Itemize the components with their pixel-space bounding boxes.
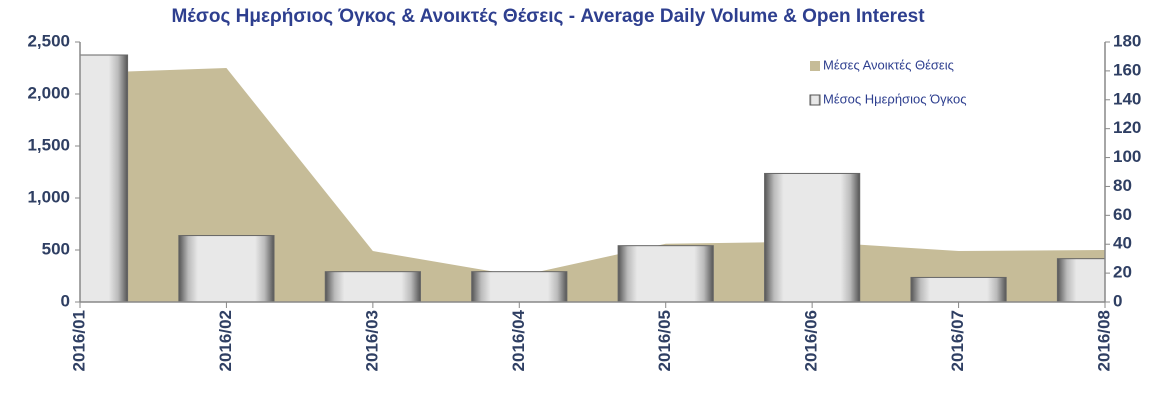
area bbox=[80, 68, 1105, 302]
chart-title: Μέσος Ημερήσιος Όγκος & Ανοικτές Θέσεις … bbox=[171, 6, 925, 27]
y-tick-label: 1,000 bbox=[27, 187, 70, 206]
y-tick-label: 2,000 bbox=[27, 83, 70, 102]
bar bbox=[178, 235, 275, 303]
legend-label: Μέσος Ημερήσιος Όγκος bbox=[823, 91, 966, 106]
y-tick-label: 500 bbox=[42, 239, 70, 258]
x-tick-label: 2016/07 bbox=[948, 310, 967, 371]
y-tick-label: 1,500 bbox=[27, 135, 70, 154]
y2-tick-label: 60 bbox=[1113, 205, 1132, 224]
x-tick-label: 2016/02 bbox=[216, 310, 235, 371]
bar bbox=[764, 172, 861, 303]
y2-tick-label: 100 bbox=[1113, 147, 1141, 166]
y2-tick-label: 0 bbox=[1113, 291, 1122, 310]
legend-label: Μέσες Ανοικτές Θέσεις bbox=[823, 57, 954, 72]
x-tick-label: 2016/04 bbox=[509, 309, 528, 371]
bar bbox=[80, 54, 129, 303]
bar bbox=[471, 271, 568, 303]
y2-tick-label: 80 bbox=[1113, 176, 1132, 195]
y-tick-label: 2,500 bbox=[27, 31, 70, 50]
y2-tick-label: 40 bbox=[1113, 234, 1132, 253]
y2-tick-label: 140 bbox=[1113, 89, 1141, 108]
y2-tick-label: 180 bbox=[1113, 31, 1141, 50]
legend-marker bbox=[809, 94, 821, 106]
bar bbox=[617, 245, 714, 303]
bar bbox=[910, 276, 1007, 303]
plot-area bbox=[80, 54, 1105, 303]
x-tick-label: 2016/05 bbox=[655, 310, 674, 371]
y-tick-label: 0 bbox=[61, 291, 70, 310]
y2-tick-label: 160 bbox=[1113, 60, 1141, 79]
bar bbox=[324, 271, 421, 303]
x-tick-label: 2016/01 bbox=[69, 310, 88, 371]
legend-marker bbox=[810, 61, 820, 71]
y2-tick-label: 120 bbox=[1113, 118, 1141, 137]
y2-tick-label: 20 bbox=[1113, 263, 1132, 282]
x-tick-label: 2016/03 bbox=[362, 310, 381, 371]
bar bbox=[1056, 258, 1105, 303]
x-tick-label: 2016/08 bbox=[1094, 310, 1113, 371]
x-tick-label: 2016/06 bbox=[802, 310, 821, 371]
